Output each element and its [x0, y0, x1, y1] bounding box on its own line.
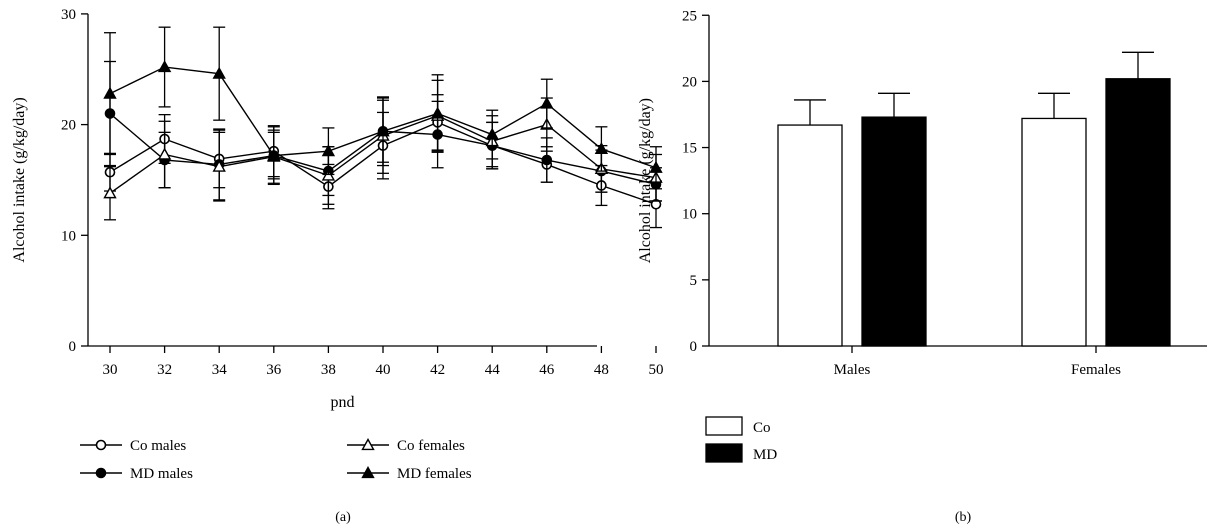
- series-3-a: [103, 26, 663, 190]
- legend-entry-a: MD males: [80, 466, 193, 482]
- x-axis-title-a: pnd: [331, 394, 355, 411]
- x-tick-label-a: 42: [430, 362, 445, 378]
- legend-label: MD males: [130, 466, 193, 482]
- y-tick-label-b: 10: [682, 207, 697, 223]
- data-point: [157, 60, 172, 73]
- y-tick-label-b: 5: [690, 273, 698, 289]
- legend-label: MD: [753, 447, 777, 463]
- bar: [777, 124, 843, 347]
- data-point: [212, 159, 226, 172]
- panel-label-a: (a): [335, 510, 351, 525]
- legend-entry-a: MD females: [347, 466, 472, 482]
- data-point: [430, 106, 445, 119]
- y-tick-label-a: 20: [61, 118, 76, 134]
- legend-marker: [95, 439, 107, 451]
- x-tick-label-a: 40: [376, 362, 391, 378]
- x-tick-label-a: 34: [212, 362, 228, 378]
- x-tick-label-a: 32: [157, 362, 172, 378]
- line-chart-panel-a: 0 10 20 30 30 32 34 36 38 40 42 44 46 48 50 pnd Alcohol …: [11, 7, 664, 525]
- data-point: [649, 160, 663, 173]
- bar: [1021, 117, 1087, 347]
- legend-label: Co males: [130, 438, 186, 454]
- legend-entry-a: Co males: [80, 438, 186, 454]
- data-point: [541, 154, 553, 166]
- x-tick-label-a: 48: [594, 362, 609, 378]
- legend-entry-a: Co females: [347, 438, 465, 454]
- category-label: Males: [834, 362, 871, 378]
- y-tick-label-b: 0: [690, 339, 698, 355]
- x-tick-label-a: 36: [266, 362, 282, 378]
- data-point: [594, 142, 609, 155]
- data-point: [212, 66, 226, 79]
- y-tick-label-a: 10: [61, 228, 76, 244]
- x-tick-label-a: 44: [485, 362, 501, 378]
- y-tick-label-a: 30: [61, 7, 76, 23]
- y-axis-title-b: Alcohol intake (g/kg/day): [637, 98, 654, 263]
- legend-marker: [361, 466, 375, 479]
- legend-swatch: [705, 443, 743, 463]
- y-tick-label-a: 0: [69, 339, 77, 355]
- panel-label-b: (b): [955, 510, 972, 525]
- data-point: [103, 186, 117, 199]
- y-tick-label-b: 20: [682, 74, 697, 90]
- data-point: [485, 127, 499, 140]
- bar: [1105, 78, 1171, 347]
- x-tick-label-a: 38: [321, 362, 336, 378]
- y-tick-label-b: 25: [682, 8, 697, 24]
- category-label: Females: [1071, 362, 1121, 378]
- y-axis-title-a: Alcohol intake (g/kg/day): [11, 97, 28, 262]
- x-tick-label-a: 50: [649, 362, 664, 378]
- legend-swatch: [705, 416, 743, 436]
- data-point: [157, 147, 172, 160]
- legend-entry-b: Co: [705, 416, 771, 436]
- legend-label: Co: [753, 420, 771, 436]
- data-point: [321, 144, 336, 157]
- x-tick-label-a: 30: [103, 362, 118, 378]
- legend-marker: [95, 467, 107, 479]
- x-tick-label-a: 46: [539, 362, 555, 378]
- legend-marker: [361, 438, 375, 451]
- data-point: [103, 86, 117, 99]
- bar-chart-panel-b: 0 5 10 15 20 25 Males Females Alcohol intake (g/…: [637, 8, 1207, 525]
- data-point: [376, 124, 390, 137]
- legend-label: Co females: [397, 438, 465, 454]
- bar: [861, 116, 927, 347]
- legend-entry-b: MD: [705, 443, 777, 463]
- y-tick-label-b: 15: [682, 141, 697, 157]
- legend-label: MD females: [397, 466, 472, 482]
- data-point: [267, 148, 281, 161]
- data-point: [540, 96, 554, 109]
